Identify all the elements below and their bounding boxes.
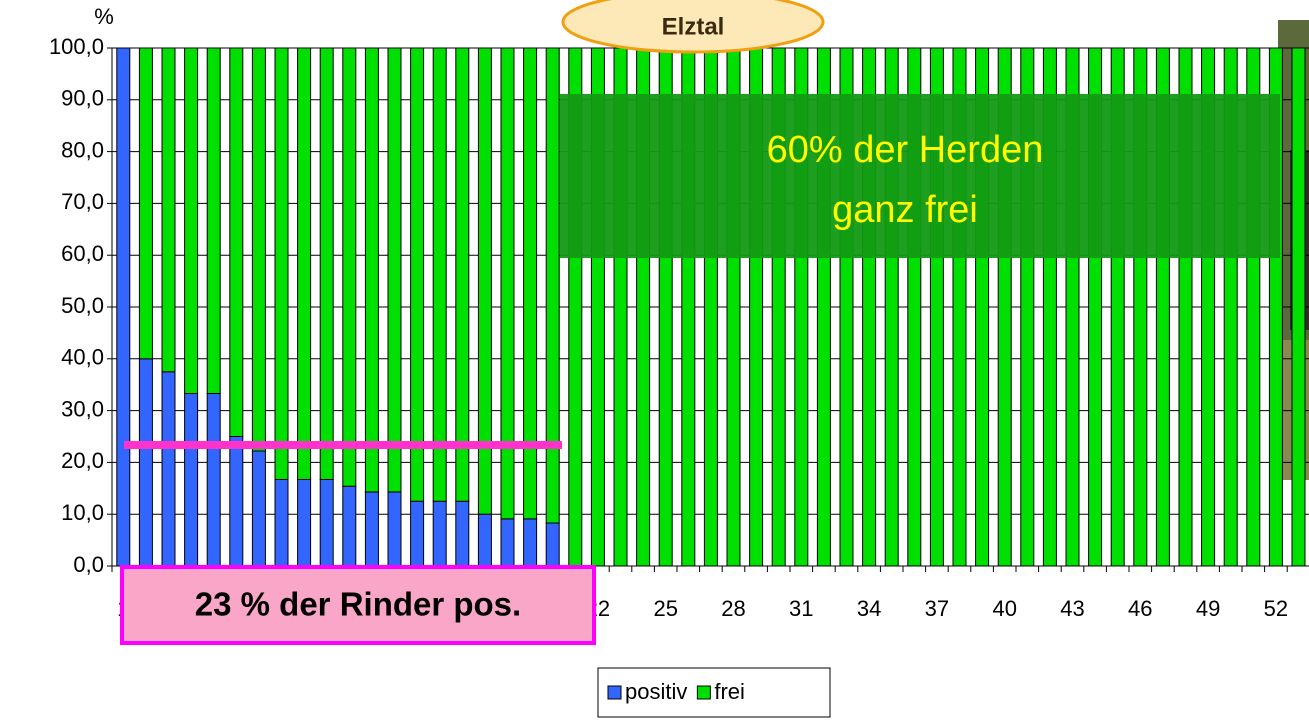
bar-segment xyxy=(411,48,424,501)
bar-segment xyxy=(185,394,198,566)
y-tick-label: 100,0 xyxy=(49,34,104,59)
bar-segment xyxy=(139,48,152,359)
x-tick-label: 37 xyxy=(925,596,949,621)
bar-segment xyxy=(117,48,130,566)
x-tick-label: 43 xyxy=(1060,596,1084,621)
bar-segment xyxy=(433,501,446,566)
bar-segment xyxy=(320,48,333,479)
legend-swatch xyxy=(608,686,621,699)
bar-segment xyxy=(411,501,424,566)
annotation-text: 60% der Herden xyxy=(767,129,1044,171)
y-tick-label: 40,0 xyxy=(61,345,104,370)
bar-segment xyxy=(343,48,356,486)
legend-swatch xyxy=(697,686,710,699)
x-tick-label: 46 xyxy=(1128,596,1152,621)
x-tick-label: 28 xyxy=(721,596,745,621)
bar-segment xyxy=(546,523,559,566)
bar-segment xyxy=(139,359,152,566)
y-tick-label: 70,0 xyxy=(61,189,104,214)
y-tick-label: 0,0 xyxy=(73,552,104,577)
y-axis-label: % xyxy=(94,4,114,29)
bar-segment xyxy=(1292,48,1305,566)
annotation-text: 23 % der Rinder pos. xyxy=(195,586,521,623)
bar-segment xyxy=(501,519,514,566)
bar-segment xyxy=(388,492,401,566)
x-tick-label: 25 xyxy=(653,596,677,621)
bar-segment xyxy=(230,437,243,567)
x-tick-label: 49 xyxy=(1196,596,1220,621)
bar-segment xyxy=(456,48,469,501)
bar-segment xyxy=(275,48,288,479)
annotation-text: ganz frei xyxy=(832,189,978,231)
y-tick-label: 30,0 xyxy=(61,396,104,421)
bar-segment xyxy=(252,48,265,451)
y-tick-label: 60,0 xyxy=(61,241,104,266)
bar-segment xyxy=(298,479,311,566)
bar-segment xyxy=(456,501,469,566)
x-tick-label: 40 xyxy=(992,596,1016,621)
y-tick-label: 80,0 xyxy=(61,137,104,162)
bar-segment xyxy=(207,394,220,566)
legend-label: frei xyxy=(714,679,745,704)
y-tick-label: 90,0 xyxy=(61,86,104,111)
bar-segment xyxy=(524,519,537,566)
bar-segment xyxy=(343,486,356,566)
bar-segment xyxy=(388,48,401,492)
bar-segment xyxy=(478,514,491,566)
x-tick-label: 52 xyxy=(1264,596,1288,621)
bar-segment xyxy=(275,479,288,566)
bar-segment xyxy=(230,48,243,437)
bar-segment xyxy=(546,48,559,523)
x-tick-label: 34 xyxy=(857,596,881,621)
bar-segment xyxy=(433,48,446,501)
bar-segment xyxy=(185,48,198,394)
chart-title: Elztal xyxy=(662,13,725,40)
bar-segment xyxy=(298,48,311,479)
bar-segment xyxy=(162,372,175,566)
bar-segment xyxy=(252,451,265,566)
y-tick-label: 20,0 xyxy=(61,448,104,473)
y-tick-label: 10,0 xyxy=(61,500,104,525)
bar-segment xyxy=(320,479,333,566)
bar-segment xyxy=(162,48,175,372)
bar-segment xyxy=(365,492,378,566)
bar-segment xyxy=(207,48,220,394)
bar-segment xyxy=(365,48,378,492)
chart: 0,0 10,0 20,0 30,0 40,0 50,0 60,0 70,0 80,0 90,0 1… xyxy=(0,0,1309,721)
annotation-box xyxy=(560,94,1280,258)
x-tick-label: 31 xyxy=(789,596,813,621)
legend-label: positiv xyxy=(625,679,687,704)
y-tick-label: 50,0 xyxy=(61,293,104,318)
